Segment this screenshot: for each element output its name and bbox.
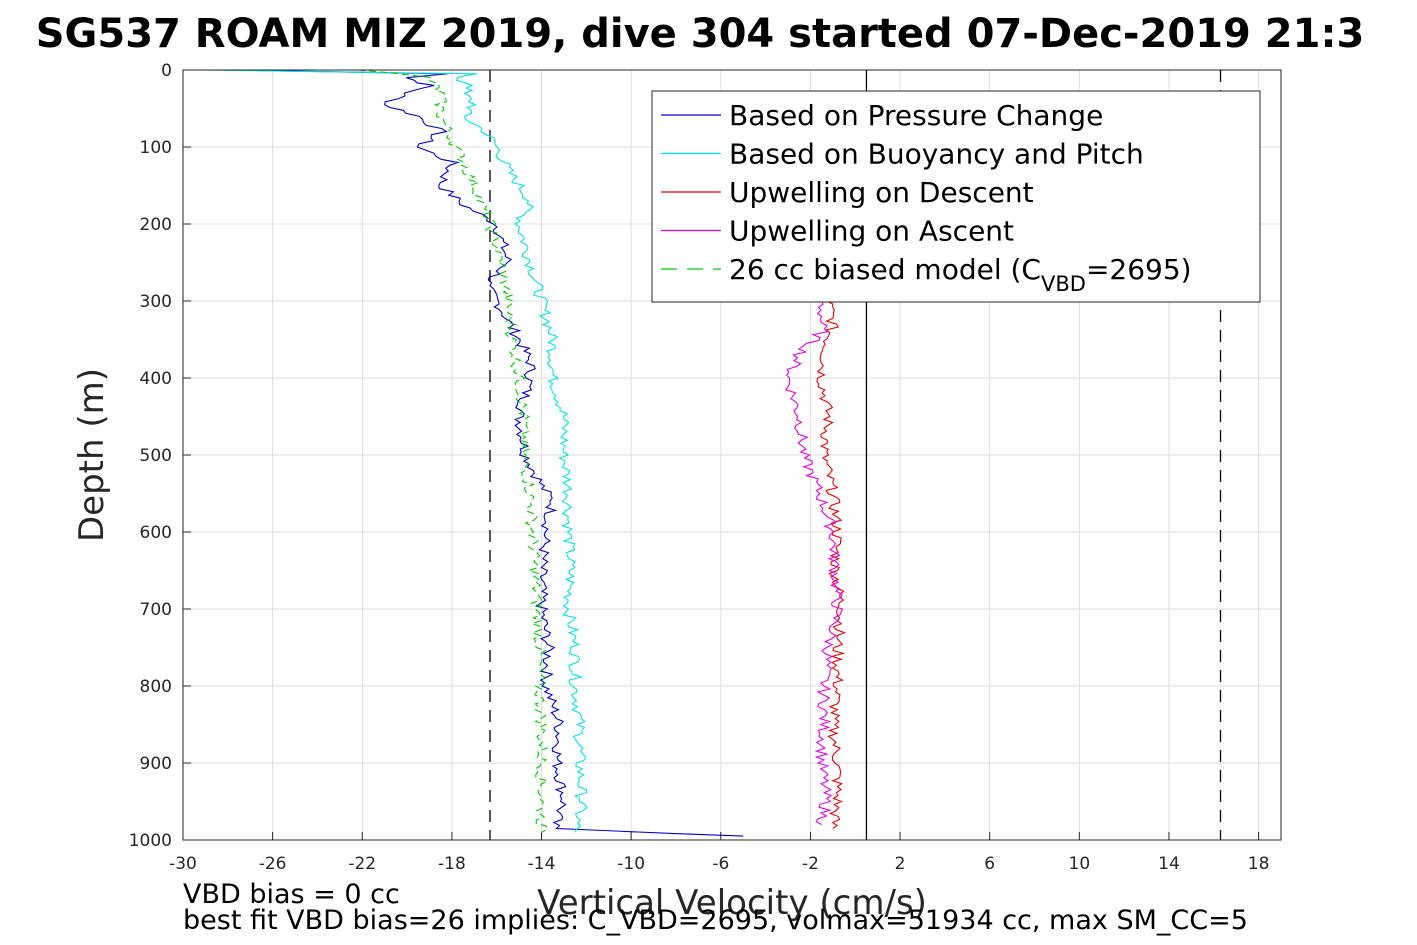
x-axis-label: Vertical Velocity (cm/s) (537, 883, 927, 923)
legend-box (651, 90, 1261, 303)
y-tick-label: 500 (140, 446, 172, 466)
y-axis-label: Depth (m) (72, 368, 112, 542)
y-tick-label: 700 (140, 600, 172, 620)
x-tick-label: 2 (895, 854, 906, 874)
tick-labels: -30 -26 -22 -18 -14 -10 -6 -2 2 6 10 14 180100200300… (129, 61, 1270, 874)
x-tick-label: -6 (712, 854, 729, 874)
footer-line-2: best fit VBD bias=26 implies: C_VBD=2695… (183, 905, 1248, 936)
y-tick-label: 800 (140, 677, 172, 697)
y-tick-label: 300 (140, 292, 172, 312)
x-tick-label: -10 (617, 854, 645, 874)
x-tick-label: 6 (984, 854, 995, 874)
y-tick-label: 900 (140, 754, 172, 774)
series-line (785, 300, 844, 826)
series-line (358, 69, 550, 833)
legend: Based on Pressure Change Based on Buoyanc… (651, 90, 1261, 303)
legend-entry: Upwelling on Ascent (729, 215, 1014, 248)
legend-entry: Based on Buoyancy and Pitch (729, 138, 1144, 171)
x-tick-label: -26 (259, 854, 287, 874)
x-tick-label: 14 (1158, 854, 1180, 874)
x-tick-label: 10 (1069, 854, 1091, 874)
x-tick-label: -22 (348, 854, 376, 874)
y-tick-label: 200 (140, 215, 172, 235)
series-line (816, 300, 847, 829)
legend-entry: Based on Pressure Change (729, 99, 1103, 132)
series-line (201, 69, 588, 833)
y-tick-label: 1000 (129, 831, 172, 851)
y-tick-label: 0 (161, 61, 172, 81)
y-tick-label: 400 (140, 369, 172, 389)
x-tick-label: -30 (169, 854, 197, 874)
plot-frame (182, 69, 1282, 841)
footer-line-1: VBD bias = 0 cc (183, 879, 400, 910)
legend-entry: Upwelling on Descent (729, 176, 1034, 209)
x-tick-label: -2 (802, 854, 819, 874)
x-tick-label: 18 (1248, 854, 1270, 874)
chart-title: SG537 ROAM MIZ 2019, dive 304 started 07… (36, 11, 1365, 57)
y-tick-label: 100 (140, 138, 172, 158)
y-tick-label: 600 (140, 523, 172, 543)
series-group (201, 69, 847, 837)
x-tick-label: -14 (528, 854, 556, 874)
x-tick-label: -18 (438, 854, 466, 874)
series-line (227, 69, 744, 837)
